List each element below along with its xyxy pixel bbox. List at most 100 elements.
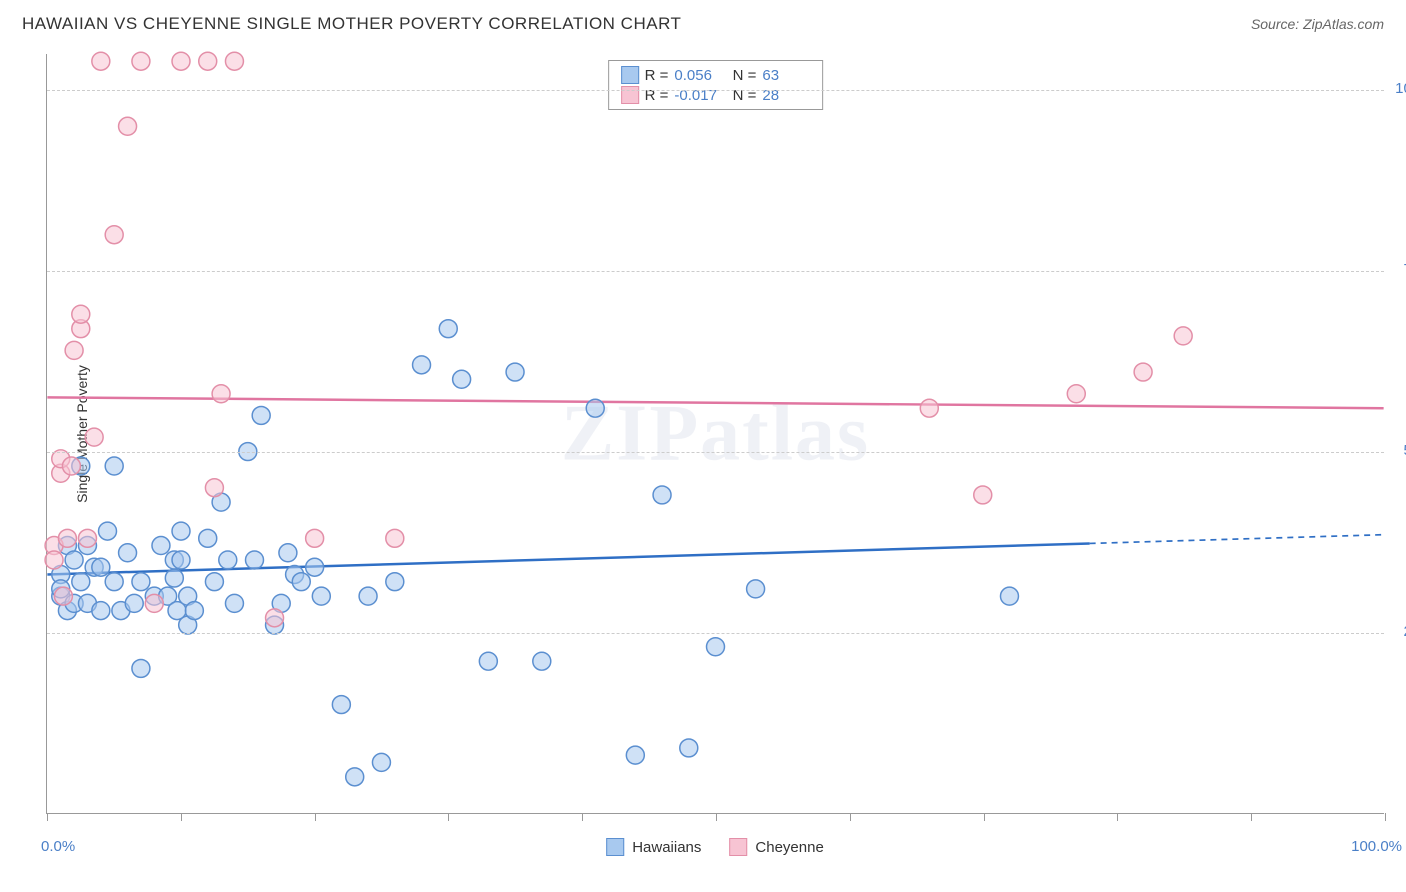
data-point	[185, 602, 203, 620]
legend-row: R = -0.017 N = 28	[621, 85, 811, 105]
data-point	[92, 52, 110, 70]
data-point	[306, 558, 324, 576]
data-point	[212, 385, 230, 403]
data-point	[65, 341, 83, 359]
data-point	[1067, 385, 1085, 403]
data-point	[372, 753, 390, 771]
correlation-legend: R =0.056 N =63 R = -0.017 N = 28	[608, 60, 824, 110]
legend-swatch	[729, 838, 747, 856]
data-point	[199, 52, 217, 70]
x-tick-label: 100.0%	[1351, 838, 1402, 855]
legend-item: Hawaiians	[606, 838, 701, 856]
data-point	[386, 573, 404, 591]
trend-line	[47, 397, 1383, 408]
data-point	[172, 52, 190, 70]
data-point	[72, 573, 90, 591]
data-point	[172, 522, 190, 540]
legend-r-value: -0.017	[674, 87, 722, 104]
data-point	[65, 551, 83, 569]
data-point	[152, 537, 170, 555]
legend-swatch	[606, 838, 624, 856]
grid-line	[47, 271, 1384, 272]
series-legend: Hawaiians Cheyenne	[606, 838, 824, 856]
x-tick	[850, 813, 851, 821]
data-point	[172, 551, 190, 569]
data-point	[346, 768, 364, 786]
data-point	[680, 739, 698, 757]
x-tick	[1117, 813, 1118, 821]
data-point	[105, 457, 123, 475]
x-tick	[716, 813, 717, 821]
grid-line	[47, 90, 1384, 91]
x-tick	[984, 813, 985, 821]
data-point	[205, 573, 223, 591]
legend-row: R =0.056 N =63	[621, 65, 811, 85]
x-tick	[448, 813, 449, 821]
data-point	[132, 573, 150, 591]
x-tick-label: 0.0%	[41, 838, 75, 855]
data-point	[312, 587, 330, 605]
x-tick	[1251, 813, 1252, 821]
grid-line	[47, 633, 1384, 634]
data-point	[165, 569, 183, 587]
trend-line-dashed	[1090, 535, 1384, 544]
data-point	[279, 544, 297, 562]
data-point	[292, 573, 310, 591]
data-point	[62, 457, 80, 475]
y-tick-label: 100.0%	[1395, 80, 1406, 97]
data-point	[132, 52, 150, 70]
scatter-plot	[47, 54, 1384, 813]
data-point	[119, 544, 137, 562]
data-point	[145, 594, 163, 612]
data-point	[246, 551, 264, 569]
data-point	[132, 659, 150, 677]
data-point	[54, 587, 72, 605]
data-point	[119, 117, 137, 135]
data-point	[359, 587, 377, 605]
legend-n-label: N =	[728, 87, 756, 104]
data-point	[707, 638, 725, 656]
data-point	[479, 652, 497, 670]
data-point	[974, 486, 992, 504]
legend-label: Hawaiians	[632, 839, 701, 856]
data-point	[920, 399, 938, 417]
data-point	[653, 486, 671, 504]
data-point	[219, 551, 237, 569]
data-point	[78, 529, 96, 547]
data-point	[105, 573, 123, 591]
legend-r-label: R =	[645, 87, 669, 104]
legend-n-value: 28	[762, 87, 810, 104]
data-point	[105, 226, 123, 244]
grid-line	[47, 452, 1384, 453]
legend-swatch	[621, 66, 639, 84]
data-point	[1000, 587, 1018, 605]
data-point	[747, 580, 765, 598]
legend-r-value: 0.056	[674, 67, 722, 84]
data-point	[453, 370, 471, 388]
legend-n-label: N =	[728, 67, 756, 84]
chart-container: ZIPatlas Single Mother Poverty R =0.056 …	[46, 54, 1384, 814]
x-tick	[47, 813, 48, 821]
data-point	[506, 363, 524, 381]
data-point	[586, 399, 604, 417]
plot-area: ZIPatlas Single Mother Poverty R =0.056 …	[46, 54, 1384, 814]
data-point	[72, 305, 90, 323]
legend-item: Cheyenne	[729, 838, 823, 856]
data-point	[225, 52, 243, 70]
data-point	[92, 602, 110, 620]
data-point	[225, 594, 243, 612]
trend-line	[47, 543, 1089, 574]
data-point	[306, 529, 324, 547]
data-point	[199, 529, 217, 547]
data-point	[85, 428, 103, 446]
x-tick	[1385, 813, 1386, 821]
data-point	[413, 356, 431, 374]
data-point	[45, 551, 63, 569]
data-point	[1174, 327, 1192, 345]
legend-swatch	[621, 86, 639, 104]
data-point	[205, 479, 223, 497]
data-point	[92, 558, 110, 576]
source-label: Source: ZipAtlas.com	[1251, 16, 1384, 32]
data-point	[533, 652, 551, 670]
data-point	[58, 529, 76, 547]
